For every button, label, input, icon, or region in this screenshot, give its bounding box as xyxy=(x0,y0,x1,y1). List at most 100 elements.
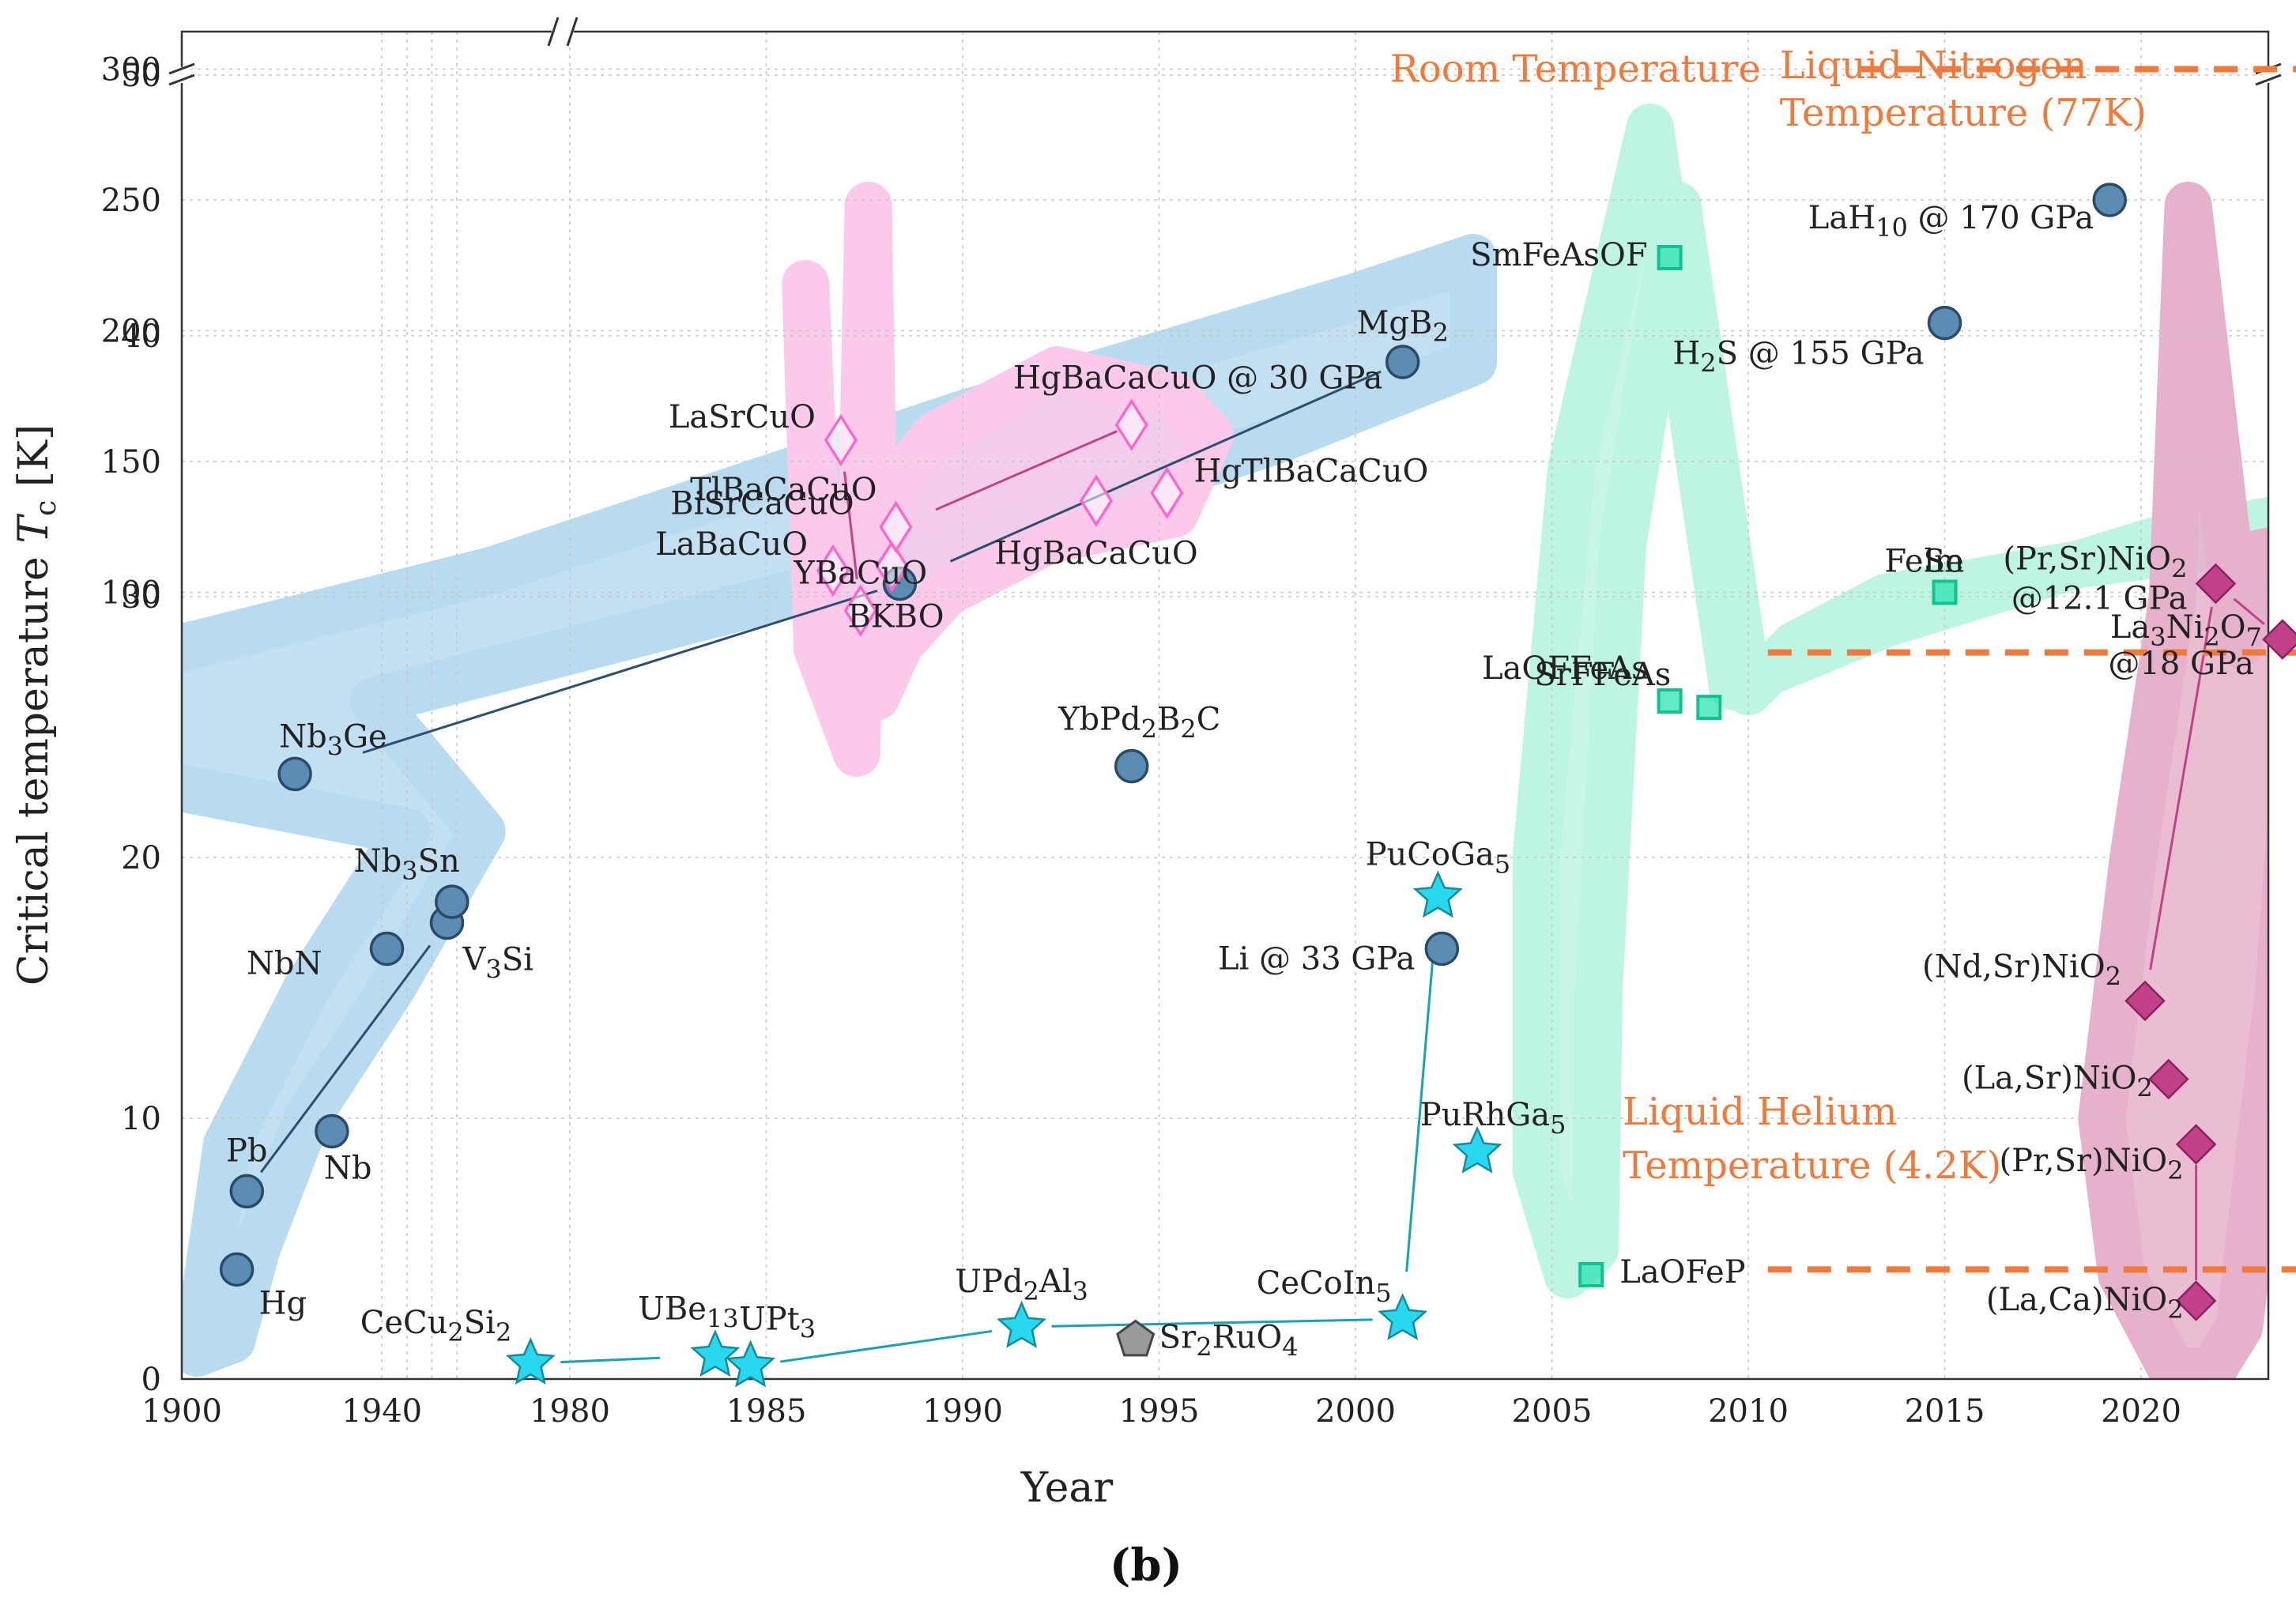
reference-lines xyxy=(1767,66,2296,1273)
label-srffeas: SrFFeAs xyxy=(1534,657,1671,693)
marker-sr2ruo4 xyxy=(1116,1319,1156,1357)
point-labels: Hg Pb Nb NbN V3Si Nb3Sn Nb3Ge BKBO YbPd2B2C MgB2 L… xyxy=(226,43,2262,1362)
marker-nb3sn xyxy=(435,884,469,919)
marker-la3ni2o7-18-gpa xyxy=(2262,619,2296,660)
label-la-sr-nio2: (La,Sr)NiO2 xyxy=(1962,1061,2153,1103)
marker-labacuo xyxy=(816,544,850,597)
label-nbn: NbN xyxy=(247,946,322,982)
marker-bisrcacuo xyxy=(875,540,909,593)
label-pr-sr-nio2: (Pr,Sr)NiO2 xyxy=(2000,1143,2184,1185)
ref-label-liquid-helium-line2: Temperature (4.2K) xyxy=(1623,1144,2001,1188)
label-bisrcacuo: BiSrCaCuO xyxy=(670,485,854,522)
label-h2s-155-gpa: H2S @ 155 GPa xyxy=(1672,336,1924,379)
marker-pr-sr-nio2 xyxy=(2175,1124,2217,1165)
label-nb3sn: Nb3Sn xyxy=(354,843,460,886)
marker-hgtlbacacuo xyxy=(1150,466,1184,519)
marker-upt3 xyxy=(726,1340,776,1388)
ref-label-room-temperature: Room Temperature xyxy=(1390,47,1761,92)
x-tick-2000: 2000 xyxy=(1315,1393,1396,1430)
trend-line xyxy=(2149,606,2213,970)
y-tick-40: 40 xyxy=(121,318,161,355)
label-laofep: LaOFeP xyxy=(1619,1254,1745,1291)
label-mgb2: MgB2 xyxy=(1356,305,1448,348)
label-li-33-gpa: Li @ 33 GPa xyxy=(1218,941,1415,978)
label-hg: Hg xyxy=(259,1285,307,1321)
data-points xyxy=(219,183,2296,1388)
y-tick-30: 30 xyxy=(121,579,161,616)
x-tick-1990: 1990 xyxy=(922,1393,1003,1430)
marker-li-33-gpa xyxy=(1424,931,1460,967)
x-tick-2010: 2010 xyxy=(1708,1393,1789,1430)
trend-line xyxy=(2233,597,2265,625)
marker-hgbacacuo-30-gpa xyxy=(1114,398,1148,451)
marker-pb xyxy=(229,1174,265,1209)
marker-nb3ge xyxy=(277,756,312,792)
y-tick-300: 300 xyxy=(101,52,161,89)
trend-line xyxy=(260,944,432,1174)
label-smfeasof: SmFeAsOF xyxy=(1470,237,1648,273)
trend-line xyxy=(780,1329,993,1363)
label-hgbacacuo: HgBaCaCuO xyxy=(994,536,1197,572)
x-tick-1995: 1995 xyxy=(1119,1393,1200,1430)
plot-border xyxy=(180,30,2270,1381)
label-la3ni2o7-18-gpa: La3Ni2O7 xyxy=(2110,609,2262,652)
marker-hg xyxy=(219,1252,254,1287)
label-lah10-170-gpa: LaH10 @ 170 GPa xyxy=(1808,200,2094,243)
plot-frame xyxy=(168,17,2282,1381)
label-tlbacacuo: TlBaCaCuO xyxy=(690,472,877,508)
label-fese: FeSe xyxy=(1884,544,1963,580)
marker-smfeasof xyxy=(1657,245,1683,270)
marker-ybacuo xyxy=(843,584,877,637)
marker-lah10-170-gpa xyxy=(2092,183,2127,217)
x-break-mark xyxy=(547,17,560,47)
y-tick-0: 0 xyxy=(141,1362,161,1398)
label-cecu2si2: CeCu2Si2 xyxy=(360,1305,512,1347)
marker-cecu2si2 xyxy=(505,1337,556,1385)
x-tick-1980: 1980 xyxy=(530,1393,610,1430)
x-tick-2015: 2015 xyxy=(1905,1393,1985,1430)
label-hgbacacuo-30-gpa: HgBaCaCuO @ 30 GPa xyxy=(1013,360,1382,397)
y-axis-title: Critical temperature Tc [K] xyxy=(10,424,62,985)
y-break-mark xyxy=(168,73,195,86)
marker-purhga5 xyxy=(1452,1125,1502,1174)
marker-pucoga5 xyxy=(1412,870,1463,918)
marker-hgbacacuo xyxy=(1079,474,1114,527)
label-nd-sr-nio2: (Nd,Sr)NiO2 xyxy=(1922,949,2121,992)
panel-label: (b) xyxy=(1110,1539,1182,1592)
ref-label-liquid-nitrogen-line1: Liquid Nitrogen xyxy=(1780,43,2087,88)
nickelate-band xyxy=(2078,182,2268,1379)
label-pb: Pb xyxy=(226,1132,268,1169)
marker-ube13 xyxy=(690,1329,741,1377)
x-tick-2005: 2005 xyxy=(1512,1393,1593,1430)
trend-lines xyxy=(260,370,2265,1364)
label-la3ni2o7-18-gpa-pressure: @18 GPa xyxy=(2108,646,2254,682)
label-labacuo: LaBaCuO xyxy=(655,526,808,563)
x-tick-1985: 1985 xyxy=(726,1393,807,1430)
label-ybacuo: YBaCuO xyxy=(793,556,927,592)
trend-line xyxy=(935,430,1118,511)
y-break-mark xyxy=(2255,73,2282,86)
x-break-gap xyxy=(552,27,574,36)
y-tick-20: 20 xyxy=(121,840,161,876)
marker-nb xyxy=(315,1113,349,1149)
marker-pr-sr-nio2-12-1-gpa xyxy=(2195,563,2237,605)
ref-label-liquid-nitrogen-line2: Temperature (77K) xyxy=(1780,91,2147,135)
y-tick-100: 100 xyxy=(101,575,161,612)
marker-srffeas xyxy=(1696,695,1722,721)
label-v3si: V3Si xyxy=(462,942,533,985)
marker-lasrcuo xyxy=(824,413,858,467)
trend-line xyxy=(560,1356,661,1364)
label-ybpd2b2c: YbPd2B2C xyxy=(1058,702,1220,744)
y-tick-10: 10 xyxy=(121,1101,161,1137)
marker-upd2al3 xyxy=(997,1300,1047,1348)
marker-nbn xyxy=(369,931,405,967)
y-break-mark xyxy=(168,62,195,75)
label-pr-sr-nio2-12-1-gpa: (Pr,Sr)NiO2 xyxy=(2003,541,2187,584)
trend-line xyxy=(362,590,878,754)
y-tick-50: 50 xyxy=(121,58,161,94)
label-lasrcuo: LaSrCuO xyxy=(669,399,816,435)
marker-tlbacacuo xyxy=(879,500,913,554)
marker-nd-sr-nio2 xyxy=(2124,980,2166,1022)
x-break-mark xyxy=(566,17,579,47)
